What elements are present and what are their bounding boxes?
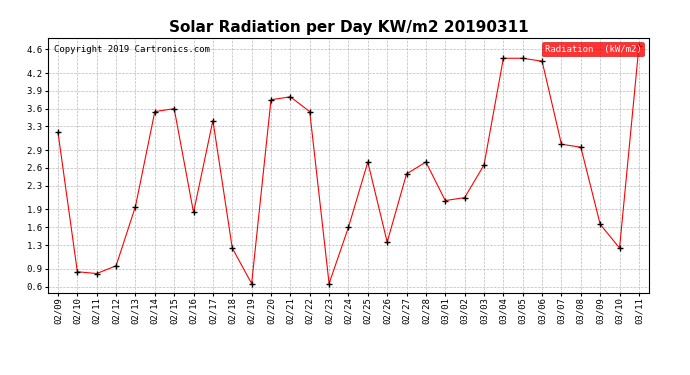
Text: Copyright 2019 Cartronics.com: Copyright 2019 Cartronics.com <box>55 45 210 54</box>
Legend: Radiation  (kW/m2): Radiation (kW/m2) <box>542 42 644 56</box>
Title: Solar Radiation per Day KW/m2 20190311: Solar Radiation per Day KW/m2 20190311 <box>168 20 529 35</box>
